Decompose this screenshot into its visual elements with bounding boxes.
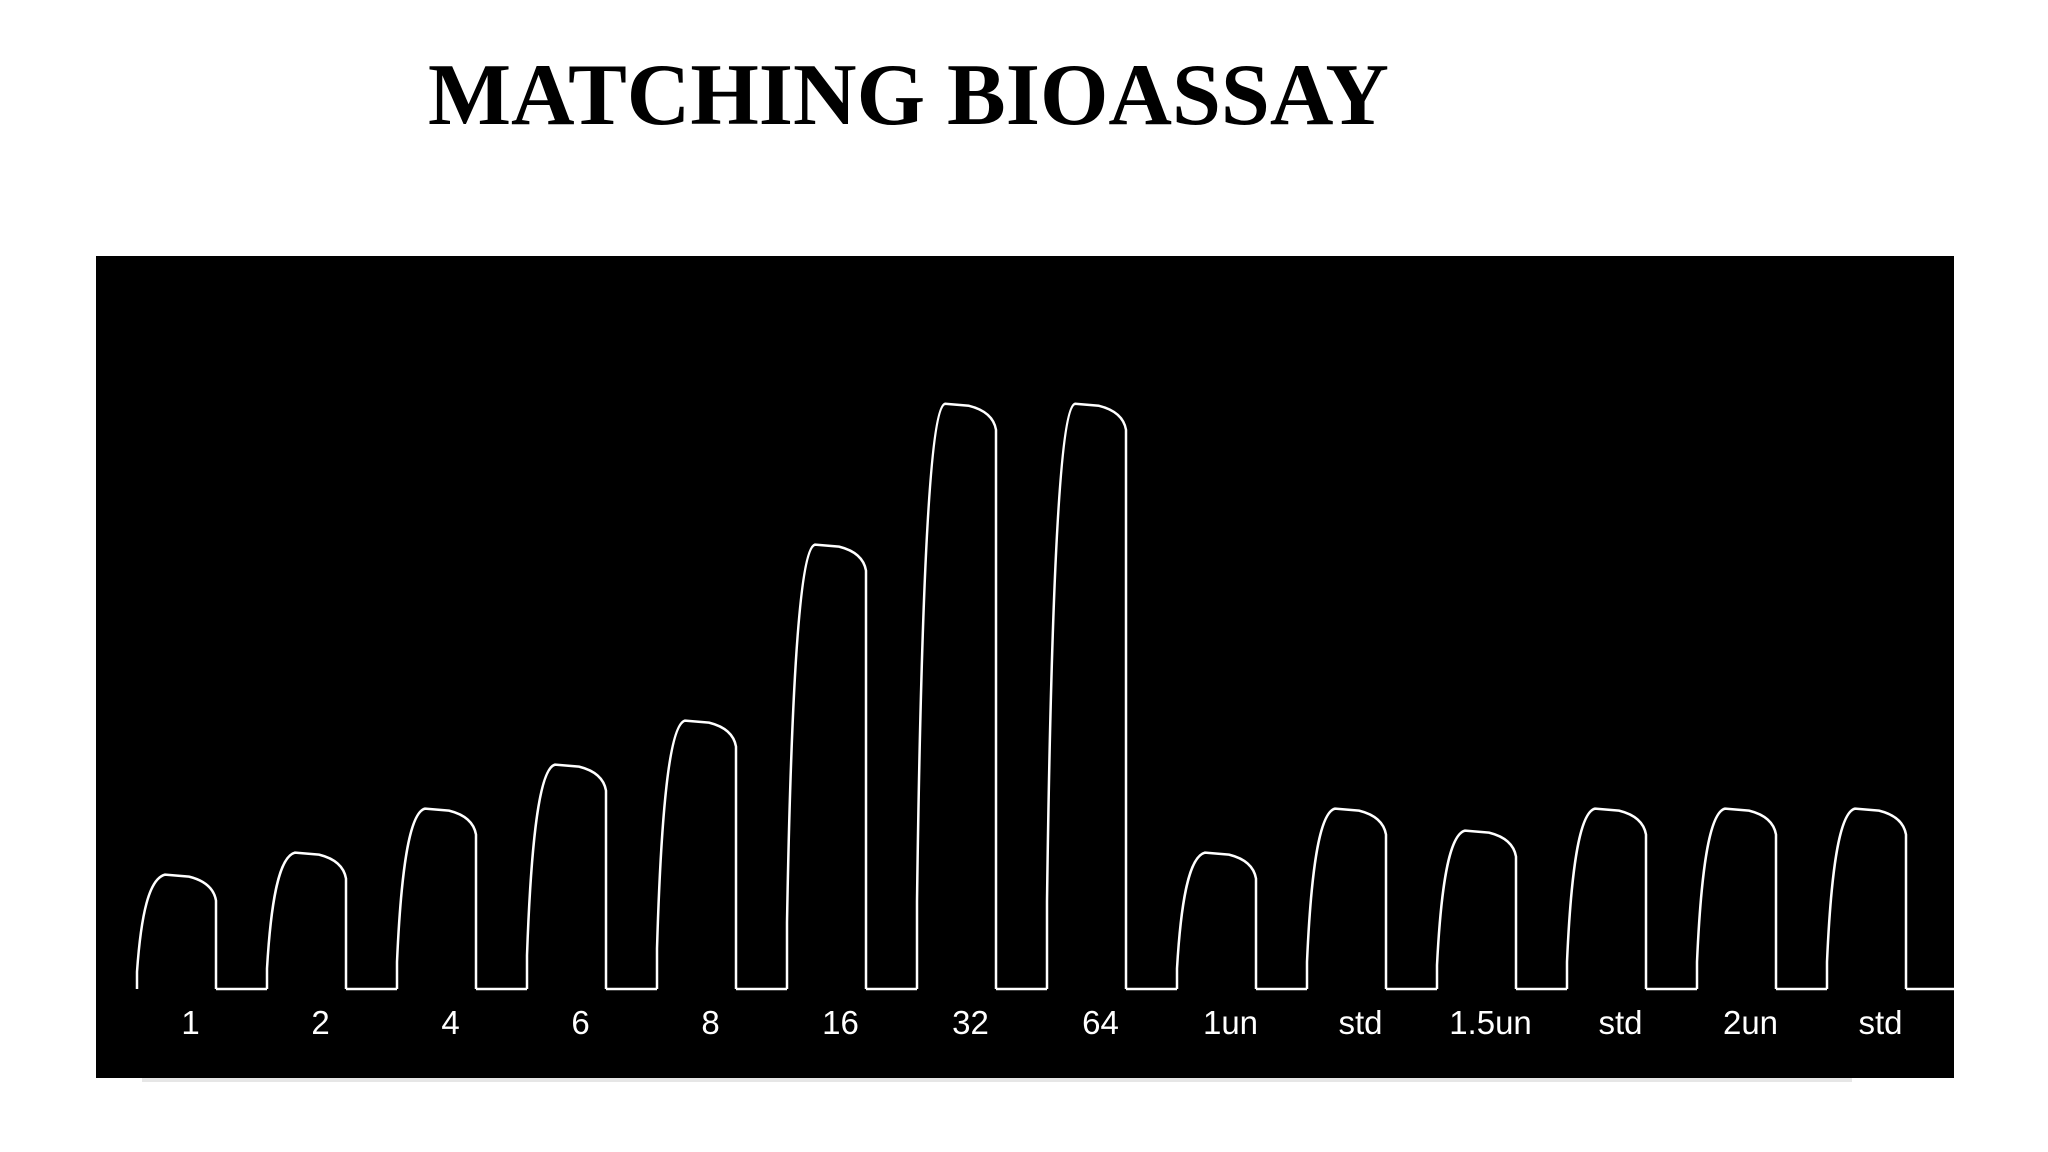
contraction-bar-7	[915, 402, 998, 989]
contraction-bar-14	[1825, 807, 1908, 989]
contraction-bar-5	[655, 719, 738, 989]
x-tick-label: 4	[441, 1004, 459, 1041]
contraction-bar-4	[525, 763, 608, 989]
x-tick-label: 64	[1082, 1004, 1119, 1041]
contraction-bar-2	[265, 851, 348, 989]
kymograph-trace-chart: 1 2 4 6 8 16 32 64 1un std 1.5un std 2un std	[135, 402, 1954, 1041]
x-tick-label: 1un	[1203, 1004, 1258, 1041]
x-tick-label: std	[1338, 1004, 1382, 1041]
x-tick-label: 2	[311, 1004, 329, 1041]
x-tick-label: 8	[701, 1004, 719, 1041]
contraction-bar-13	[1695, 807, 1778, 989]
chart-panel: 1 2 4 6 8 16 32 64 1un std 1.5un std 2un std	[96, 256, 1954, 1078]
contraction-bar-12	[1565, 807, 1648, 989]
x-tick-label: std	[1598, 1004, 1642, 1041]
contraction-bar-8	[1045, 402, 1128, 989]
x-tick-label: 32	[952, 1004, 989, 1041]
x-tick-label: 1.5un	[1449, 1004, 1532, 1041]
x-tick-label: 6	[571, 1004, 589, 1041]
contraction-bar-3	[395, 807, 478, 989]
x-tick-label: 1	[181, 1004, 199, 1041]
contraction-bar-9	[1175, 851, 1258, 989]
contraction-bar-11	[1435, 829, 1518, 989]
x-tick-label: 16	[822, 1004, 859, 1041]
contraction-bar-1	[135, 873, 218, 989]
contraction-bar-10	[1305, 807, 1388, 989]
x-tick-label: std	[1858, 1004, 1902, 1041]
chart-title: MATCHING BIOASSAY	[428, 47, 1389, 144]
contraction-bar-6	[785, 543, 868, 989]
x-tick-label: 2un	[1723, 1004, 1778, 1041]
